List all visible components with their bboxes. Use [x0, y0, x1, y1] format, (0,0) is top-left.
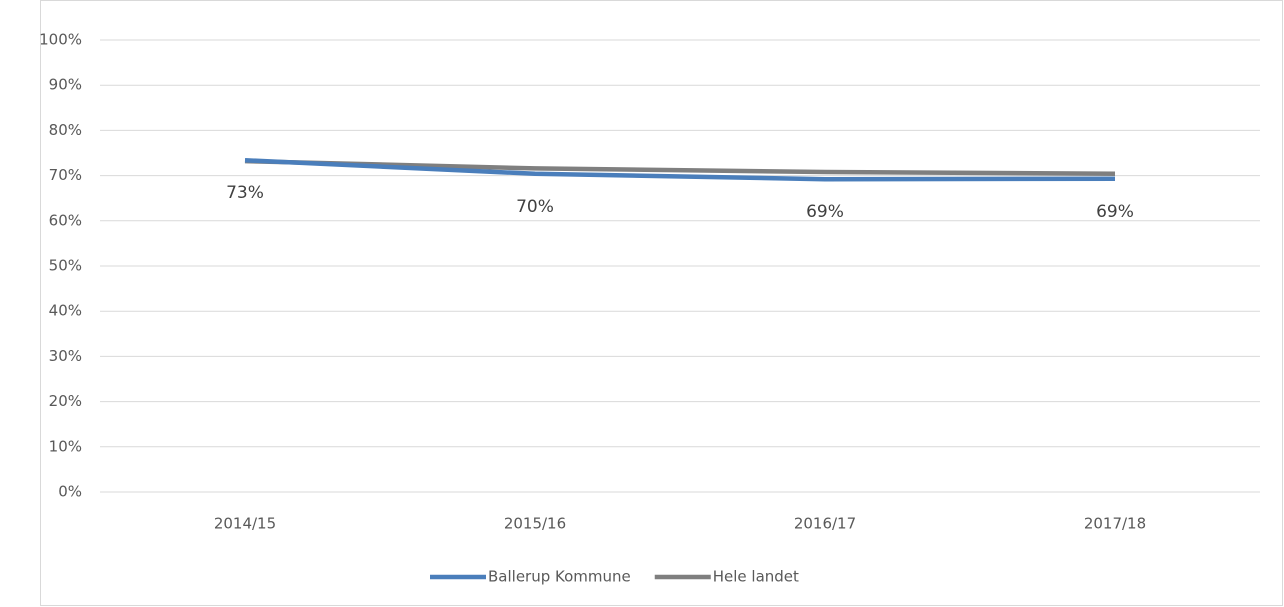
y-tick-label: 0%: [58, 483, 82, 501]
data-label: 69%: [1096, 202, 1134, 222]
x-tick-label: 2016/17: [794, 515, 856, 533]
y-tick-label: 40%: [49, 302, 82, 320]
x-tick-label: 2017/18: [1084, 515, 1146, 533]
y-tick-label: 60%: [49, 211, 82, 229]
y-tick-label: 90%: [49, 76, 82, 94]
y-tick-label: 30%: [49, 347, 82, 365]
data-label: 70%: [516, 197, 554, 217]
data-label: 73%: [226, 183, 264, 203]
data-label: 69%: [806, 202, 844, 222]
x-tick-label: 2014/15: [214, 515, 276, 533]
y-tick-label: 10%: [49, 437, 82, 455]
series-line: [244, 158, 1116, 177]
y-tick-label: 100%: [39, 31, 82, 49]
y-tick-label: 20%: [49, 392, 82, 410]
legend-label: Hele landet: [713, 568, 799, 586]
series-line: [244, 157, 1116, 182]
legend-label: Ballerup Kommune: [488, 568, 631, 586]
x-tick-label: 2015/16: [504, 515, 566, 533]
chart-border: [40, 0, 1283, 606]
y-tick-label: 50%: [49, 257, 82, 275]
y-tick-label: 80%: [49, 121, 82, 139]
y-tick-label: 70%: [49, 166, 82, 184]
